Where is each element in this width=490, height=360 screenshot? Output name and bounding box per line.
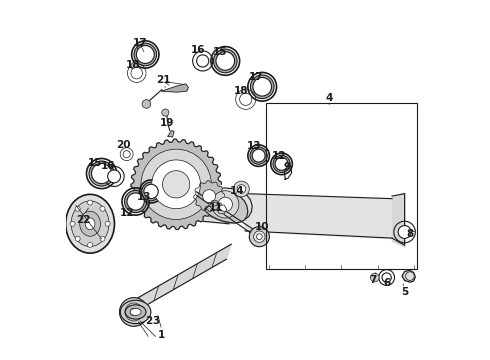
- Circle shape: [88, 200, 93, 205]
- Circle shape: [100, 236, 105, 241]
- Text: 18: 18: [233, 86, 248, 96]
- Circle shape: [237, 185, 245, 193]
- Circle shape: [218, 197, 232, 212]
- Circle shape: [131, 62, 138, 69]
- Circle shape: [253, 77, 271, 96]
- Text: 5: 5: [401, 287, 408, 297]
- Circle shape: [275, 157, 288, 170]
- Circle shape: [370, 273, 379, 282]
- Circle shape: [254, 231, 265, 242]
- Circle shape: [162, 109, 169, 116]
- Text: 10: 10: [255, 222, 270, 232]
- Circle shape: [216, 51, 235, 70]
- Circle shape: [141, 149, 211, 220]
- Polygon shape: [210, 201, 220, 210]
- Text: 14: 14: [230, 186, 245, 197]
- Text: 16: 16: [191, 45, 205, 55]
- Polygon shape: [162, 84, 188, 92]
- Text: 17: 17: [133, 38, 147, 48]
- Text: 22: 22: [75, 215, 90, 225]
- Circle shape: [273, 155, 290, 172]
- Circle shape: [124, 190, 147, 213]
- Circle shape: [142, 182, 160, 201]
- Text: 13: 13: [247, 141, 261, 151]
- Text: 18: 18: [126, 59, 140, 69]
- Circle shape: [89, 161, 114, 186]
- Text: 7: 7: [369, 275, 377, 285]
- Circle shape: [406, 272, 414, 280]
- Circle shape: [163, 171, 190, 198]
- Circle shape: [123, 150, 130, 158]
- Circle shape: [398, 226, 411, 238]
- Ellipse shape: [85, 218, 95, 230]
- Circle shape: [131, 67, 143, 79]
- Circle shape: [382, 273, 392, 282]
- Circle shape: [108, 170, 121, 183]
- Polygon shape: [194, 181, 224, 212]
- Text: 19: 19: [160, 118, 174, 128]
- Circle shape: [127, 193, 144, 210]
- Circle shape: [105, 221, 110, 226]
- Ellipse shape: [66, 194, 115, 253]
- Ellipse shape: [130, 309, 141, 316]
- Polygon shape: [217, 205, 227, 214]
- Text: 8: 8: [406, 229, 414, 239]
- Circle shape: [214, 49, 237, 73]
- Polygon shape: [205, 194, 248, 223]
- Circle shape: [125, 303, 143, 321]
- Text: 11: 11: [208, 203, 223, 213]
- Polygon shape: [131, 139, 221, 229]
- Circle shape: [256, 234, 262, 239]
- Circle shape: [152, 160, 200, 209]
- Circle shape: [252, 149, 265, 162]
- Circle shape: [75, 206, 80, 211]
- Circle shape: [120, 298, 148, 326]
- Polygon shape: [168, 131, 174, 137]
- Text: 6: 6: [383, 278, 390, 288]
- Ellipse shape: [121, 300, 151, 324]
- Circle shape: [88, 242, 93, 247]
- Text: 21: 21: [156, 75, 171, 85]
- Circle shape: [134, 43, 157, 66]
- Circle shape: [144, 184, 158, 199]
- Text: 15: 15: [213, 46, 227, 57]
- Circle shape: [249, 226, 270, 247]
- Polygon shape: [129, 244, 231, 315]
- Text: 2: 2: [145, 316, 152, 325]
- Circle shape: [75, 236, 80, 241]
- Text: 9: 9: [284, 162, 291, 172]
- Circle shape: [137, 45, 145, 53]
- Circle shape: [240, 93, 252, 105]
- Ellipse shape: [80, 211, 100, 236]
- Polygon shape: [191, 188, 252, 223]
- Circle shape: [136, 45, 154, 63]
- Circle shape: [250, 147, 267, 164]
- Text: 13: 13: [137, 192, 151, 202]
- Text: 20: 20: [116, 140, 130, 150]
- Ellipse shape: [71, 201, 109, 247]
- Bar: [266, 103, 417, 269]
- Text: 17: 17: [249, 72, 264, 82]
- Circle shape: [196, 55, 209, 67]
- Polygon shape: [402, 270, 416, 282]
- Circle shape: [234, 181, 249, 197]
- Circle shape: [100, 206, 105, 211]
- Circle shape: [70, 221, 75, 226]
- Text: 3: 3: [152, 316, 160, 325]
- Text: 12: 12: [272, 150, 286, 161]
- Circle shape: [212, 191, 239, 218]
- Text: 12: 12: [120, 208, 135, 218]
- Circle shape: [250, 75, 274, 99]
- Text: 4: 4: [325, 93, 333, 103]
- Text: 16: 16: [101, 161, 115, 171]
- Circle shape: [130, 309, 137, 316]
- Circle shape: [203, 190, 216, 203]
- Text: 15: 15: [88, 158, 102, 168]
- Circle shape: [92, 163, 112, 184]
- Ellipse shape: [125, 305, 146, 319]
- Text: 1: 1: [158, 330, 166, 340]
- Circle shape: [142, 100, 151, 108]
